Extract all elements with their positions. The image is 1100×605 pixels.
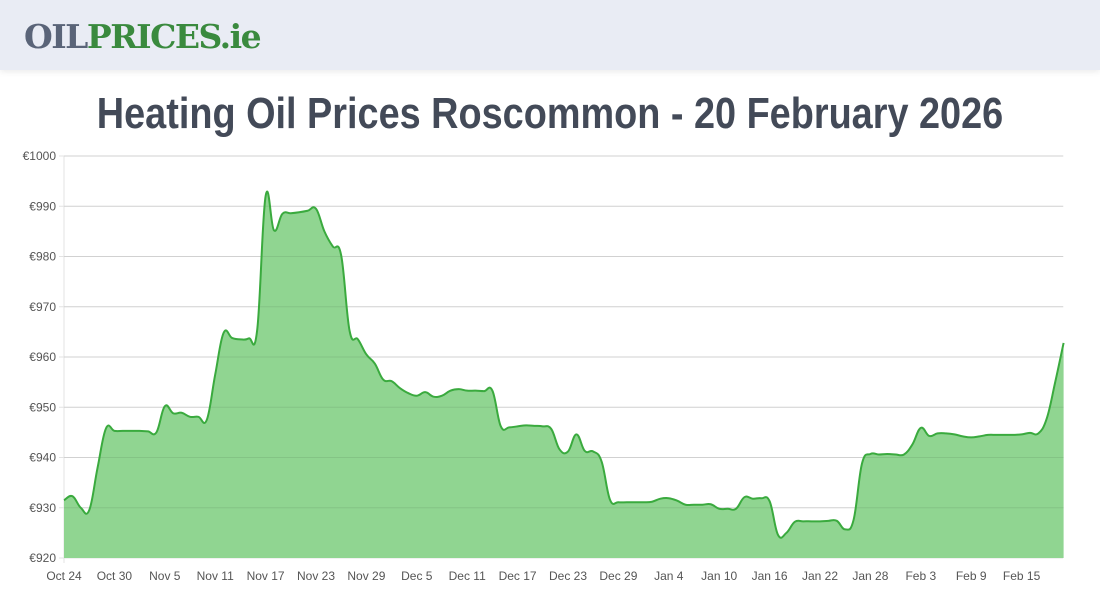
page-title: Heating Oil Prices Roscommon - 20 Februa…: [96, 89, 1004, 138]
logo-oil: OIL: [24, 17, 88, 56]
site-header: OILPRICES.ie: [0, 0, 1100, 70]
x-tick-label: Nov 23: [297, 569, 335, 583]
y-tick-label: €950: [29, 400, 56, 414]
x-tick-label: Dec 23: [549, 569, 587, 583]
logo-prices: PRICES.ie: [86, 17, 262, 56]
x-tick-label: Nov 17: [247, 569, 285, 583]
y-tick-label: €980: [29, 250, 56, 264]
y-tick-label: €930: [29, 501, 56, 515]
x-tick-label: Dec 11: [449, 569, 486, 583]
x-tick-label: Feb 3: [905, 569, 936, 583]
site-logo[interactable]: OILPRICES.ie: [24, 17, 262, 57]
x-tick-label: Jan 28: [852, 569, 888, 583]
x-tick-label: Nov 29: [347, 569, 385, 583]
x-tick-label: Dec 17: [499, 569, 537, 583]
price-area-chart: €920 €930 €940 €950 €960 €970 €980 €990 €1000 Oct…: [23, 149, 1065, 583]
x-tick-label: Dec 29: [599, 569, 637, 583]
x-tick-label: Feb 9: [956, 569, 987, 583]
x-tick-label: Oct 30: [97, 569, 133, 583]
y-tick-label: €920: [29, 551, 56, 565]
x-tick-label: Feb 15: [1003, 569, 1041, 583]
x-tick-label: Jan 16: [752, 569, 788, 583]
price-line: [63, 191, 1065, 539]
y-tick-label: €990: [29, 199, 56, 213]
y-tick-label: €940: [29, 451, 56, 465]
y-tick-label: €970: [29, 300, 56, 314]
price-area-fill: [64, 191, 1064, 558]
y-tick-label: €960: [29, 350, 56, 364]
x-tick-label: Nov 5: [149, 569, 181, 583]
x-tick-label: Oct 24: [46, 569, 82, 583]
x-tick-label: Dec 5: [401, 569, 433, 583]
x-tick-label: Jan 4: [654, 569, 684, 583]
x-tick-label: Jan 22: [802, 569, 838, 583]
x-tick-label: Jan 10: [701, 569, 737, 583]
price-chart: €920 €930 €940 €950 €960 €970 €980 €990 €1000 Oct…: [0, 140, 1100, 600]
x-tick-label: Nov 11: [197, 569, 234, 583]
y-tick-label: €1000: [23, 149, 57, 163]
